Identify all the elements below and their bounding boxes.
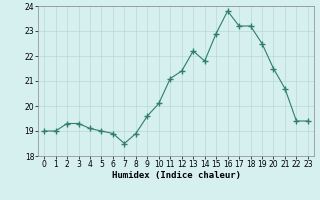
X-axis label: Humidex (Indice chaleur): Humidex (Indice chaleur) bbox=[111, 171, 241, 180]
